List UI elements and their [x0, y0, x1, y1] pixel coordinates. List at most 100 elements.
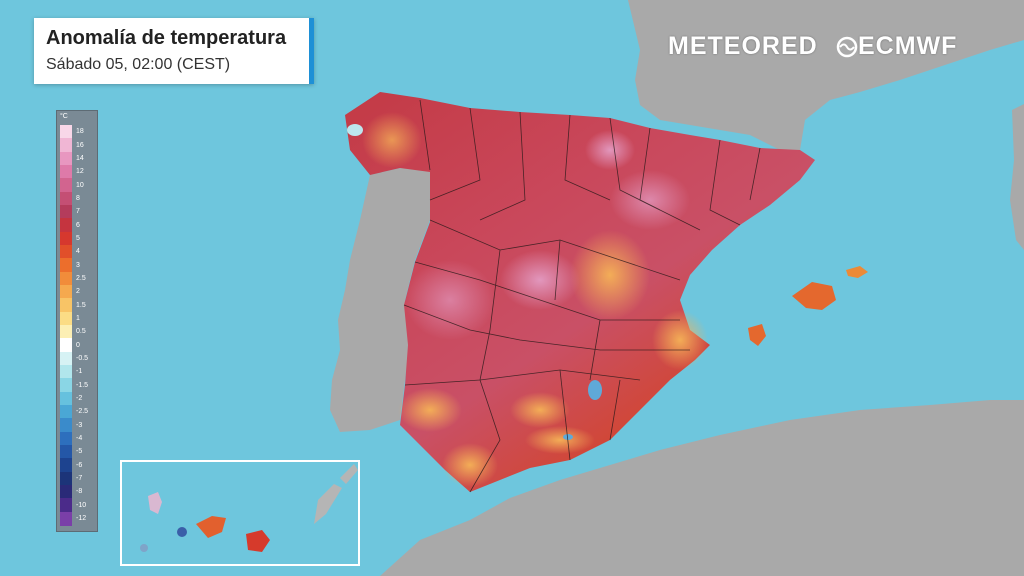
legend-swatch: [60, 511, 72, 526]
hot-area-aragon: [610, 170, 690, 230]
legend-label: -1: [76, 368, 83, 376]
legend-swatch: [60, 125, 72, 139]
legend-label: 18: [76, 128, 84, 136]
legend-label: 6: [76, 221, 80, 229]
legend-swatch: [60, 138, 72, 153]
legend-unit: °C: [60, 113, 68, 120]
legend-label: 12: [76, 168, 84, 176]
map-subtitle: Sábado 05, 02:00 (CEST): [46, 56, 231, 73]
ecmwf-icon: [836, 36, 858, 58]
island-gran-canaria: [246, 530, 270, 552]
cool-spot-granada: [588, 380, 602, 400]
legend-swatch: [60, 405, 72, 419]
province-borders: [403, 99, 761, 493]
hot-area-extremadura: [405, 260, 495, 340]
legend-label: -6: [76, 461, 83, 469]
legend-swatch: [60, 351, 72, 366]
legend-label: 4: [76, 248, 80, 256]
legend-label: 5: [76, 234, 80, 242]
island-menorca: [846, 266, 868, 278]
legend-swatch: [60, 418, 72, 433]
legend-label: 10: [76, 181, 84, 189]
island-tenerife: [196, 516, 226, 538]
legend-label: 8: [76, 194, 80, 202]
legend-label: 3: [76, 261, 80, 269]
land-corsica: [1010, 104, 1024, 250]
legend-swatch: [60, 458, 72, 473]
legend-swatch: [60, 245, 72, 259]
legend-swatch: [60, 365, 72, 379]
legend-label: 7: [76, 208, 80, 216]
color-legend: °C 18 16 14 12 10 8 7 6 5 4 3 2.5 2 1.5 1 0.5 0 -0.5 -1 -1.…: [56, 110, 98, 532]
legend-swatch: [60, 191, 72, 206]
map-title: Anomalía de temperatura: [46, 27, 287, 49]
warm-area-cadiz: [442, 443, 498, 487]
cool-spot-galicia: [347, 124, 363, 136]
hot-area-rioja: [585, 130, 635, 170]
warm-area-valencia: [652, 310, 708, 370]
legend-label: -10: [76, 501, 87, 509]
island-el-hierro: [140, 544, 148, 552]
legend-swatch: [60, 151, 72, 166]
legend-swatch: [60, 271, 72, 286]
title-box: Anomalía de temperatura Sábado 05, 02:00…: [34, 18, 314, 84]
warm-area-jaen: [510, 392, 570, 428]
legend-label: -5: [76, 448, 83, 456]
island-fuerteventura: [314, 484, 342, 524]
legend-swatch: [60, 285, 72, 299]
island-la-palma: [148, 492, 162, 514]
island-ibiza: [748, 324, 766, 346]
land-portugal: [330, 168, 430, 432]
canary-islands: [140, 464, 358, 552]
legend-swatch: [60, 338, 72, 353]
ecmwf-logo: ECMWF: [858, 32, 958, 60]
land-north-africa: [380, 400, 1024, 576]
warm-area-levante: [570, 230, 650, 320]
legend-swatch: [60, 205, 72, 219]
legend-label: -2: [76, 394, 83, 402]
warm-area-granada: [525, 426, 595, 454]
legend-swatch: [60, 445, 72, 459]
legend-swatch: [60, 391, 72, 406]
legend-label: -3: [76, 421, 83, 429]
legend-swatch: [60, 165, 72, 179]
legend-swatch: [60, 258, 72, 273]
legend-label: 0.5: [76, 328, 86, 336]
legend-label: 0: [76, 341, 80, 349]
legend-label: 14: [76, 154, 84, 162]
legend-label: -8: [76, 488, 83, 496]
legend-swatch: [60, 178, 72, 193]
island-la-gomera: [177, 527, 187, 537]
legend-swatch: [60, 431, 72, 446]
legend-swatch: [60, 298, 72, 313]
meteored-logo: METEORED: [668, 32, 818, 60]
legend-label: -4: [76, 434, 83, 442]
legend-label: -7: [76, 474, 83, 482]
island-lanzarote: [340, 464, 358, 484]
legend-label: 1.5: [76, 301, 86, 309]
legend-swatch: [60, 378, 72, 393]
legend-swatch: [60, 325, 72, 339]
legend-label: -2.5: [76, 408, 89, 416]
legend-swatch: [60, 485, 72, 499]
legend-label: 2: [76, 288, 80, 296]
cool-spot-sierra-nevada: [563, 434, 573, 440]
legend-swatch: [60, 231, 72, 246]
legend-color-bar: [60, 125, 72, 526]
legend-swatch: [60, 498, 72, 513]
legend-swatch: [60, 471, 72, 486]
title-accent-bar: [309, 18, 314, 84]
hot-area-castilla: [500, 250, 580, 310]
legend-label: -1.5: [76, 381, 89, 389]
legend-label: 1: [76, 314, 80, 322]
legend-label: 16: [76, 141, 84, 149]
legend-swatch: [60, 311, 72, 326]
canary-islands-inset-frame: [120, 460, 360, 566]
legend-label: -12: [76, 514, 87, 522]
island-mallorca: [792, 282, 836, 310]
warm-area-galicia: [362, 112, 422, 168]
legend-swatch: [60, 218, 72, 233]
warm-area-huelva: [398, 388, 462, 432]
legend-label: 2.5: [76, 274, 86, 282]
